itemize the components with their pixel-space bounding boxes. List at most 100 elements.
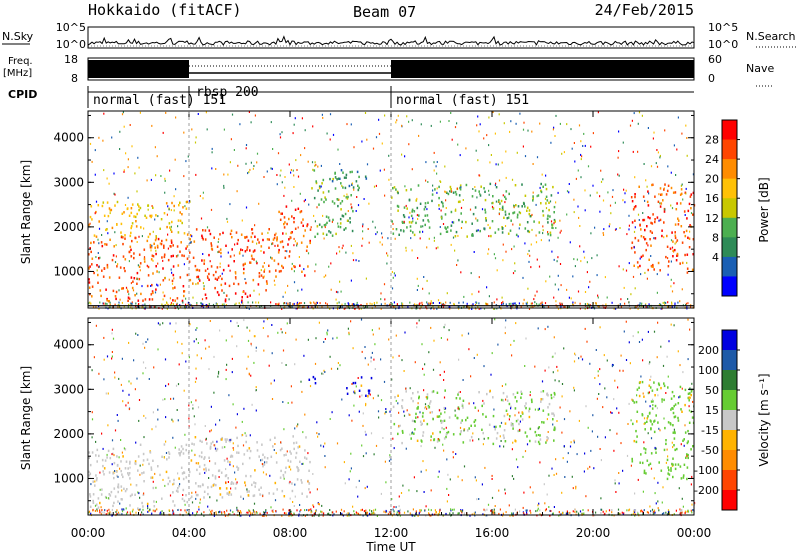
power-noise [555, 227, 557, 229]
velocity-band [618, 512, 620, 515]
power-band [518, 302, 520, 305]
power-point [301, 270, 303, 273]
velocity-noise [250, 342, 252, 345]
power-noise [574, 265, 576, 268]
power-noise [491, 202, 493, 205]
power-band [457, 306, 459, 309]
velocity-noise [631, 398, 633, 401]
power-point [124, 237, 126, 240]
velocity-noise [241, 420, 243, 423]
power-band [176, 303, 178, 306]
velocity-noise [157, 348, 159, 351]
power-point [286, 222, 288, 226]
velocity-point [202, 483, 204, 487]
velocity-noise [142, 361, 145, 364]
velocity-point [128, 472, 131, 475]
velocity-point [97, 497, 100, 500]
power-point [444, 226, 446, 229]
velocity-noise [649, 361, 651, 364]
velocity-point [542, 390, 545, 393]
power-noise [219, 262, 221, 265]
velocity-noise [246, 488, 248, 491]
velocity-point [91, 451, 94, 454]
power-point [649, 216, 651, 220]
power-point [352, 186, 355, 189]
power-point [540, 190, 543, 194]
power-point [484, 198, 487, 202]
velocity-noise [224, 446, 226, 449]
velocity-point [299, 460, 301, 463]
power-noise [639, 257, 641, 260]
velocity-noise [673, 324, 675, 327]
power-point [97, 281, 99, 284]
power-noise [357, 204, 360, 207]
power-point [195, 268, 198, 272]
velocity-point [190, 459, 193, 462]
velocity-noise [117, 419, 119, 422]
power-noise [444, 190, 446, 193]
velocity-noise [263, 320, 265, 323]
velocity-band [296, 509, 298, 512]
power-point [392, 187, 394, 190]
power-noise [671, 207, 674, 210]
power-band [187, 303, 189, 306]
velocity-point [251, 483, 253, 487]
velocity-point [124, 448, 127, 451]
power-point [293, 217, 295, 220]
velocity-point [454, 414, 457, 417]
power-band [291, 306, 293, 308]
power-band [440, 301, 442, 304]
power-point [130, 255, 133, 258]
power-noise [479, 193, 481, 195]
velocity-noise [663, 512, 665, 515]
power-noise [634, 287, 636, 290]
power-band [530, 305, 532, 308]
velocity-noise [359, 395, 361, 398]
power-band [508, 302, 510, 305]
velocity-band [483, 508, 485, 511]
freq-label-line2: [MHz] [3, 68, 32, 79]
power-noise [513, 204, 515, 207]
velocity-point [550, 393, 553, 397]
velocity-point [529, 439, 531, 443]
power-noise [356, 196, 358, 198]
power-point [652, 183, 654, 186]
velocity-point [304, 449, 306, 452]
velocity-point [489, 389, 491, 393]
velocity-band [249, 511, 251, 514]
velocity-noise [504, 332, 506, 335]
velocity-noise [457, 391, 460, 394]
power-point [201, 234, 203, 237]
power-noise [346, 193, 348, 196]
velocity-band [523, 512, 525, 515]
power-point [280, 269, 282, 273]
velocity-band [141, 511, 143, 514]
velocity-noise [537, 327, 539, 330]
power-noise [633, 230, 636, 233]
velocity-point [658, 461, 660, 464]
power-band [662, 301, 664, 304]
power-point [460, 212, 462, 215]
velocity-band [347, 512, 349, 515]
velocity-band [493, 511, 495, 514]
velocity-band [106, 509, 108, 512]
velocity-point [293, 441, 295, 445]
velocity-noise [243, 319, 245, 322]
velocity-noise [111, 463, 113, 466]
velocity-point [502, 391, 505, 395]
velocity-band [233, 513, 235, 516]
power-point [440, 200, 443, 204]
power-point [690, 193, 693, 196]
power-noise [597, 296, 599, 299]
power-point [519, 211, 522, 215]
power-noise [566, 213, 568, 216]
power-noise [281, 131, 283, 134]
velocity-noise [610, 411, 612, 414]
velocity-point [275, 461, 278, 464]
velocity-point [141, 472, 143, 475]
velocity-point [447, 430, 450, 434]
velocity-point [134, 493, 136, 496]
power-noise [98, 227, 101, 230]
velocity-noise [290, 468, 292, 471]
power-noise [640, 273, 642, 276]
